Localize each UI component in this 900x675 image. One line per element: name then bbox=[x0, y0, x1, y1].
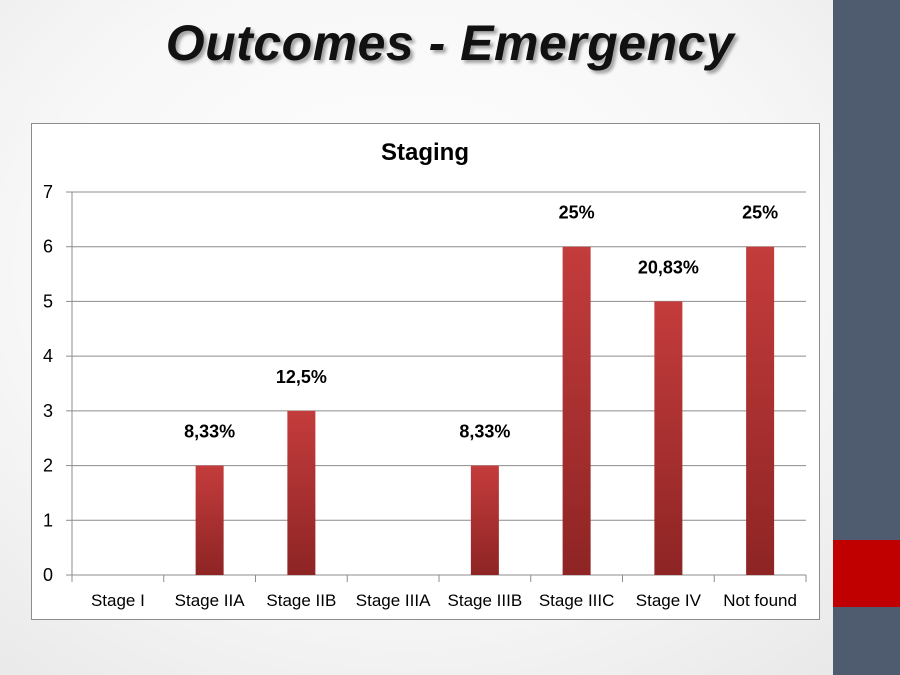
y-tick-label: 7 bbox=[43, 182, 53, 202]
y-tick-label: 4 bbox=[43, 346, 53, 366]
x-category-label: Stage IV bbox=[636, 591, 702, 610]
staging-chart: Staging 0 1 2 3 4 5 6 7 Stage I Stage IIA 8,33% Sta… bbox=[43, 139, 807, 610]
bar-stage-iiib bbox=[470, 465, 499, 575]
bar-stage-iib bbox=[287, 410, 316, 575]
x-category-label: Stage IIIB bbox=[448, 591, 523, 610]
y-tick-label: 6 bbox=[43, 237, 53, 257]
y-tick-label: 3 bbox=[43, 401, 53, 421]
data-label: 8,33% bbox=[184, 422, 235, 442]
x-category-label: Stage IIA bbox=[175, 591, 246, 610]
chart-title: Staging bbox=[381, 139, 469, 166]
data-label: 25% bbox=[559, 203, 595, 223]
data-label: 25% bbox=[742, 203, 778, 223]
axes bbox=[66, 191, 807, 582]
data-label: 12,5% bbox=[276, 367, 327, 387]
bar-not-found bbox=[746, 246, 775, 575]
x-category-label: Stage IIB bbox=[266, 591, 336, 610]
y-tick-label: 2 bbox=[43, 456, 53, 476]
y-tick-label: 1 bbox=[43, 510, 53, 530]
gridlines bbox=[72, 191, 806, 576]
bar-stage-iia bbox=[195, 465, 224, 575]
data-label: 20,83% bbox=[638, 257, 699, 277]
x-category-label: Not found bbox=[723, 591, 797, 610]
side-accent-block bbox=[833, 540, 900, 607]
bar-stage-iiic bbox=[562, 246, 591, 575]
slide-title: Outcomes - Emergency bbox=[165, 15, 735, 71]
bar-stage-iv bbox=[654, 301, 683, 575]
y-tick-label: 0 bbox=[43, 565, 53, 585]
data-label: 8,33% bbox=[459, 422, 510, 442]
y-tick-label: 5 bbox=[43, 291, 53, 311]
bars bbox=[195, 246, 775, 575]
x-category-label: Stage IIIA bbox=[356, 591, 431, 610]
x-category-label: Stage I bbox=[91, 591, 145, 610]
x-category-label: Stage IIIC bbox=[539, 591, 615, 610]
labels: 0 1 2 3 4 5 6 7 Stage I Stage IIA 8,33% Stage IIB 12… bbox=[43, 182, 797, 610]
chart-frame: Staging 0 1 2 3 4 5 6 7 Stage I Stage IIA 8,33% Sta… bbox=[31, 123, 820, 620]
